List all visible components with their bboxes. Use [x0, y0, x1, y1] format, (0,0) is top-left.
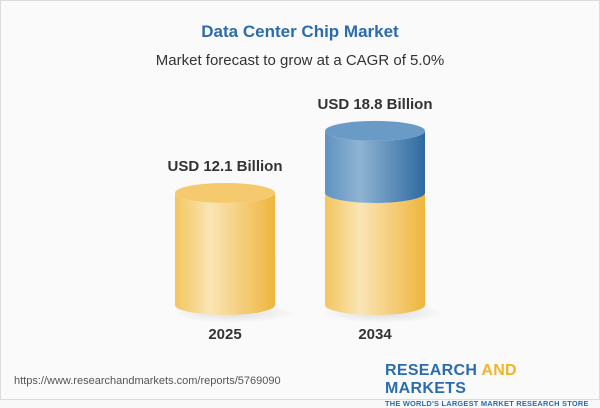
logo-text-and: AND — [481, 362, 517, 379]
category-label: 2034 — [358, 326, 392, 343]
cylinder-top — [325, 120, 425, 141]
data-label: USD 12.1 Billion — [167, 158, 282, 175]
logo-text-research: RESEARCH — [385, 362, 482, 379]
chart-subtitle: Market forecast to grow at a CAGR of 5.0… — [155, 52, 445, 69]
data-label: USD 18.8 Billion — [317, 96, 432, 113]
source-url[interactable]: https://www.researchandmarkets.com/repor… — [14, 375, 281, 387]
research-and-markets-logo: RESEARCH AND MARKETS THE WORLD'S LARGEST… — [385, 362, 597, 408]
chart-title: Data Center Chip Market — [201, 22, 399, 41]
logo-tagline: THE WORLD'S LARGEST MARKET RESEARCH STOR… — [385, 399, 589, 408]
cylinder-base-segment — [175, 192, 275, 315]
category-label: 2025 — [208, 326, 241, 343]
cylinder-top — [175, 182, 275, 203]
logo-text-markets: MARKETS — [385, 380, 467, 397]
cylinder-growth-segment — [325, 130, 425, 203]
cylinder-base-segment — [325, 192, 425, 315]
